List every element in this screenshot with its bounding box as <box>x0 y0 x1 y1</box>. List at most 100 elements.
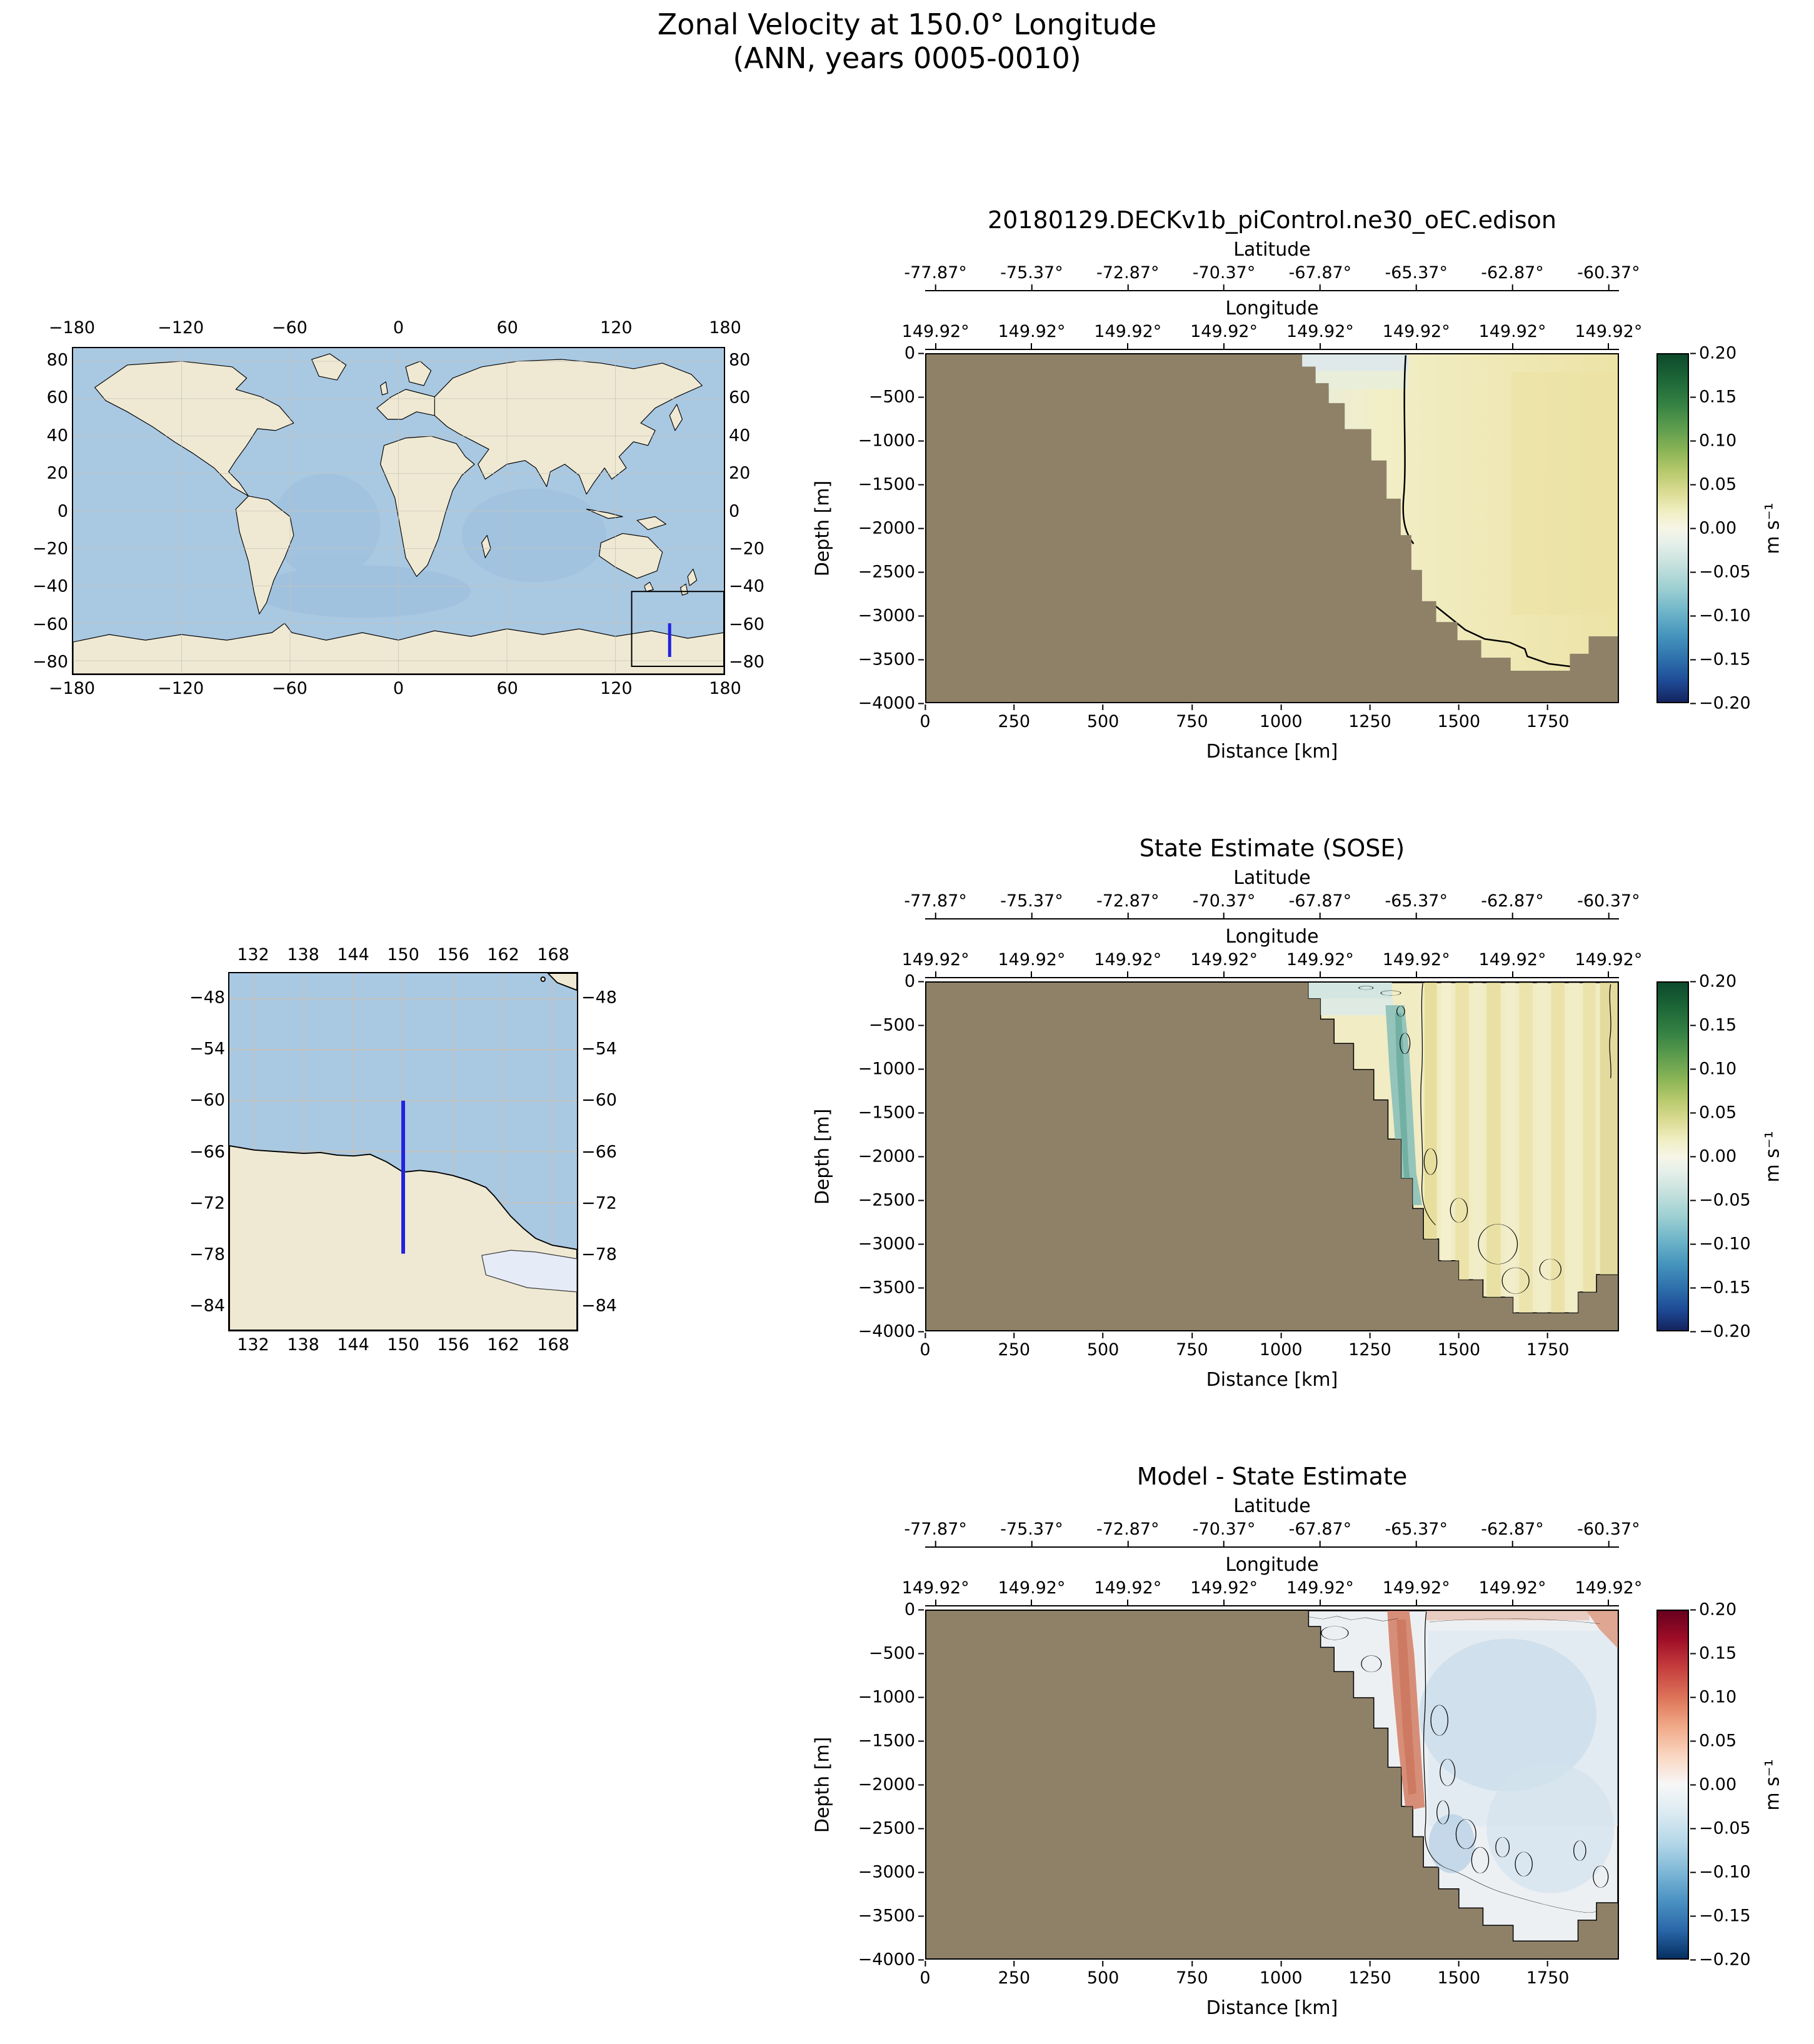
tick-label: 149.92° <box>1190 1578 1258 1598</box>
tick-label: −0.05 <box>1699 1818 1751 1838</box>
tick-label: 149.92° <box>1382 322 1450 341</box>
tick: 162 <box>487 945 519 964</box>
tick-label: 0 <box>904 971 915 991</box>
tick: 149.92° <box>1383 950 1450 977</box>
tick: 0.00 <box>1690 1775 1736 1795</box>
tick-label: 0.05 <box>1699 1103 1737 1123</box>
tick-label: -65.37° <box>1385 263 1448 283</box>
tick: 149.92° <box>1479 1578 1546 1605</box>
tick-mark <box>918 396 924 398</box>
tick-label: 149.92° <box>1478 322 1546 341</box>
tick-label: −84 <box>189 1296 225 1316</box>
tick-mark <box>918 1784 924 1785</box>
tick: −4000 <box>858 1950 924 1970</box>
tick-label: −20 <box>729 539 764 559</box>
tick: 149.92° <box>902 950 970 977</box>
tick: 1750 <box>1526 1333 1569 1360</box>
tick-label: −4000 <box>858 1950 915 1970</box>
tick: −4000 <box>858 1322 924 1341</box>
tick: 250 <box>998 1333 1030 1360</box>
tick-label: −0.15 <box>1699 1906 1751 1926</box>
tick-mark <box>918 1915 924 1916</box>
tick-mark <box>918 1871 924 1873</box>
tick: −0.20 <box>1690 1950 1751 1970</box>
tick-mark <box>918 1740 924 1741</box>
tick-label: 180 <box>709 679 741 698</box>
tick-label: 150 <box>387 1335 419 1355</box>
tick: −120 <box>158 679 204 698</box>
tick-mark <box>1690 1871 1696 1873</box>
tick-label: 0.05 <box>1699 1731 1737 1751</box>
tick: -65.37° <box>1385 263 1448 290</box>
tick: -67.87° <box>1289 263 1351 290</box>
tick: −78 <box>189 1245 225 1264</box>
tick: 149.92° <box>902 1578 970 1605</box>
tick-mark <box>1690 440 1696 441</box>
tick-label: 149.92° <box>1286 1578 1354 1598</box>
tick-label: 0 <box>393 318 404 338</box>
tick-label: −72 <box>581 1193 617 1213</box>
longitude-ticks: 149.92° 149.92° 149.92° 149.92° 149.92° 149.9… <box>902 948 1642 978</box>
tick: 156 <box>437 945 469 964</box>
tick: -65.37° <box>1385 1520 1448 1546</box>
tick: −120 <box>158 318 204 338</box>
tick-label: 149.92° <box>1094 950 1162 969</box>
tick-mark <box>1031 343 1033 349</box>
tick: 20 <box>47 464 68 483</box>
tick-mark <box>1415 284 1417 290</box>
tick-mark <box>1690 1740 1696 1741</box>
tick-label: −48 <box>189 988 225 1008</box>
tick-mark <box>1223 1541 1225 1546</box>
tick: 0.20 <box>1690 1600 1736 1620</box>
tick-mark <box>1191 704 1193 710</box>
tick: −500 <box>869 1644 924 1663</box>
tick: −60 <box>33 614 68 634</box>
tick-label: −1500 <box>858 1103 915 1123</box>
sose-section-plot <box>925 981 1619 1331</box>
distance-ticks: 0 250 500 750 1000 1250 1500 1750 <box>920 704 1619 733</box>
tick-label: 750 <box>1176 1968 1208 1988</box>
tick: −20 <box>729 539 764 558</box>
tick-label: −54 <box>581 1039 617 1059</box>
tick-mark <box>1608 284 1610 290</box>
tick-mark <box>1031 1600 1033 1605</box>
tick-label: 156 <box>437 1335 469 1355</box>
tick: -77.87° <box>904 891 967 918</box>
panel-title: Model - State Estimate <box>1136 1463 1408 1490</box>
tick: 500 <box>1086 1961 1120 1988</box>
tick: 149.92° <box>1286 322 1354 349</box>
tick: −2500 <box>858 1191 924 1210</box>
ice-shelf <box>481 1250 577 1293</box>
tick-mark <box>1690 1828 1696 1829</box>
tick: −66 <box>581 1142 617 1161</box>
tick: −80 <box>33 653 68 672</box>
tick: 0.20 <box>1690 344 1736 363</box>
tick: −1000 <box>858 431 924 451</box>
tick-mark <box>918 1331 924 1332</box>
tick: 1000 <box>1260 1961 1303 1988</box>
tick: 1750 <box>1526 704 1569 731</box>
tick-mark <box>1511 1541 1513 1546</box>
tick: −1500 <box>858 1731 924 1751</box>
tick-label: 0 <box>393 679 404 698</box>
tick: 80 <box>729 351 750 370</box>
tick: −80 <box>729 653 764 672</box>
tick-label: 60 <box>729 388 751 408</box>
zoom-map-right-ticks: −48 −54 −60 −66 −72 −78 −84 <box>581 972 639 1331</box>
tick: 0.15 <box>1690 388 1736 407</box>
tick-mark <box>935 343 936 349</box>
tick-mark <box>1690 1112 1696 1113</box>
tick-label: −78 <box>581 1245 617 1265</box>
tick: −84 <box>581 1296 617 1315</box>
tick-label: -62.87° <box>1481 891 1544 911</box>
tick-label: −500 <box>868 387 915 407</box>
tick-label: 80 <box>46 350 68 370</box>
tick-label: −0.10 <box>1699 1234 1751 1254</box>
tick: 149.92° <box>998 1578 1065 1605</box>
tick: 0.20 <box>1690 972 1736 991</box>
zoom-map-bottom-ticks: 132 138 144 150 156 162 168 <box>228 1335 578 1360</box>
tick-label: 500 <box>1086 1968 1120 1988</box>
tick-label: 750 <box>1176 712 1208 731</box>
tick-label: 0 <box>920 1968 931 1988</box>
tick-mark <box>1191 1961 1193 1966</box>
